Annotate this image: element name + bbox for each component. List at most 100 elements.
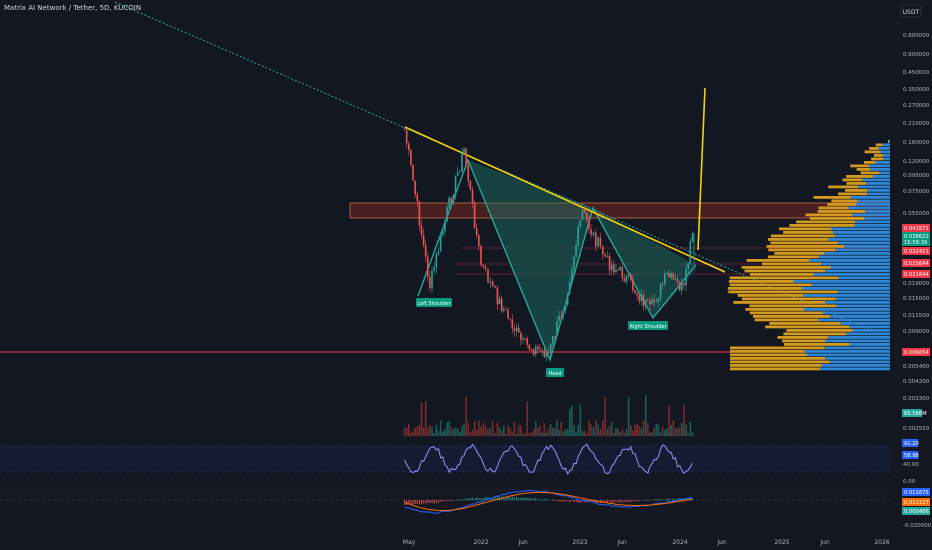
volume-bar: [630, 425, 632, 436]
volume-bar: [511, 431, 514, 436]
volume-profile-bar: [855, 220, 890, 224]
trendlines: [114, 1, 871, 331]
volume-bar: [577, 424, 580, 436]
volume-bar: [426, 427, 429, 436]
volume-profile-bar: [862, 178, 890, 182]
volume-bar: [410, 432, 412, 436]
volume-profile-bar: [766, 245, 845, 248]
price-tick-label: 0.003300: [903, 396, 930, 402]
candle-body: [435, 254, 438, 268]
rsi-marker: [902, 451, 918, 459]
candle-body: [678, 281, 681, 291]
volume-bar: [683, 405, 685, 436]
chart-title: Matrix AI Network / Tether, 5D, KUCOIN: [4, 4, 141, 12]
candle-body: [558, 315, 560, 321]
macd-histogram-bar: [444, 500, 446, 501]
volume-profile-bar: [783, 343, 850, 346]
volume-bar: [657, 424, 660, 436]
volume-profile-bar: [846, 332, 890, 336]
volume-bar: [520, 425, 522, 436]
volume-bar: [456, 428, 459, 436]
candle-body: [509, 318, 511, 320]
currency-label: USDT: [903, 9, 920, 16]
macd-histogram-bar: [433, 500, 435, 504]
volume-bar: [500, 430, 503, 436]
volume-bar: [437, 431, 440, 436]
candle-body: [644, 299, 647, 307]
candle-body: [594, 232, 597, 247]
volume-profile-bar: [821, 364, 890, 367]
macd-histogram-bar: [403, 500, 406, 505]
candle-body: [655, 302, 658, 303]
candle-body: [452, 195, 455, 203]
price-tick-label: 0.120000: [903, 159, 930, 165]
volume-bar: [610, 422, 613, 436]
rsi-marker-label: 58.98: [904, 453, 919, 459]
volume-bar: [458, 432, 461, 436]
volume-profile-bar: [838, 192, 868, 196]
volume-bar: [422, 427, 425, 436]
macd-histogram-bar: [463, 499, 465, 501]
volume-profile-bar: [866, 182, 890, 185]
volume-profile-bar: [809, 259, 890, 262]
time-axis-label: 2026: [874, 539, 889, 546]
volume-profile-bar: [774, 252, 825, 255]
macd-histogram-bar: [412, 500, 414, 505]
volume-profile-bar: [863, 161, 876, 164]
price-tick-label: 0.075000: [903, 189, 930, 195]
candle-body: [456, 172, 459, 176]
price-axis[interactable]: USDT 0.800000 0.600000 0.450000 0.350000 0.2…: [890, 0, 932, 550]
price-tick-label: 0.002550: [903, 426, 930, 432]
volume-profile-bar: [855, 203, 890, 206]
price-marker: [902, 224, 930, 232]
volume-profile-bar: [767, 255, 819, 259]
price-marker: [902, 259, 930, 267]
rsi-tick-label: 40.00: [903, 462, 919, 468]
volume-bar: [588, 420, 590, 436]
candle-body: [577, 226, 580, 246]
volume-marker: [902, 409, 922, 417]
candle-body: [664, 273, 666, 285]
time-axis[interactable]: May 2022 Jun 2023 Jun 2024 Jun 2025 Jun 2026: [403, 539, 890, 546]
candle-body: [674, 279, 677, 280]
macd-histogram-bar: [571, 500, 573, 502]
macd-histogram-bar: [685, 498, 687, 501]
volume-bar: [526, 401, 529, 436]
candle-body: [469, 180, 472, 190]
candle-body: [647, 299, 649, 301]
volume-bar: [613, 433, 615, 436]
macd-histogram-bar: [442, 500, 444, 502]
candle-body: [610, 264, 613, 271]
volume-profile-bar: [824, 346, 890, 350]
volume-bar: [632, 430, 634, 436]
volume-profile-bar: [845, 189, 868, 192]
candle-body: [642, 295, 645, 307]
rsi-pane: [0, 443, 890, 476]
volume-profile-bar: [878, 147, 890, 150]
volume-bar: [539, 425, 541, 436]
volume-profile-bar: [783, 231, 834, 234]
volume-profile-bar: [879, 171, 890, 175]
candles: [403, 127, 695, 362]
macd-histogram-bar: [668, 498, 670, 501]
volume-bar: [444, 429, 446, 436]
time-axis-label: 2022: [473, 539, 488, 546]
volume-profile-bar: [835, 304, 890, 308]
price-marker: [902, 238, 930, 246]
price-marker-label: 0.038622: [904, 234, 929, 240]
volume-profile-bar: [817, 210, 866, 213]
volume-bar: [647, 422, 649, 436]
price-tick-label: 0.009000: [903, 329, 930, 335]
macd-histogram-bar: [418, 500, 420, 505]
volume-bar: [491, 421, 494, 436]
candle-body: [487, 269, 489, 283]
macd-histogram-bar: [573, 500, 575, 503]
candle-body: [439, 234, 442, 252]
macd-histogram-bar: [664, 499, 666, 501]
candle-body: [634, 290, 636, 293]
volume-profile-bar: [852, 329, 890, 332]
macd-histogram-bar: [575, 500, 577, 503]
volume-profile-bar: [742, 297, 836, 301]
candle-body: [505, 309, 507, 311]
